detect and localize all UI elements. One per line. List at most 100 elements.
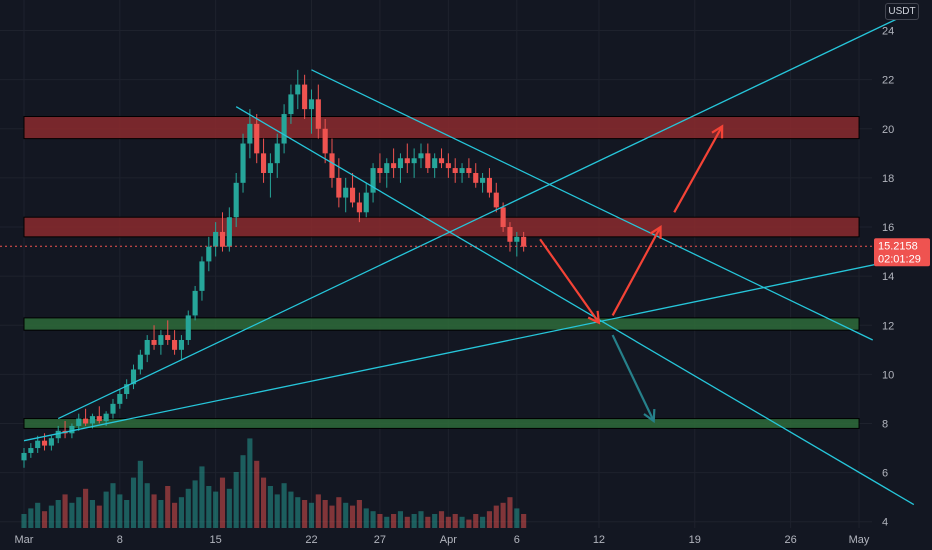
volume-bar xyxy=(96,505,102,528)
x-tick-label: 19 xyxy=(689,534,701,546)
volume-bar xyxy=(404,516,410,528)
candle-body xyxy=(397,158,404,169)
candle-body xyxy=(89,416,96,424)
volume-bar xyxy=(432,514,438,528)
y-tick-label: 6 xyxy=(882,468,888,480)
volume-bar xyxy=(89,500,96,528)
volume-bar xyxy=(226,488,232,528)
candle-body xyxy=(130,369,137,385)
volume-bar xyxy=(117,494,123,528)
volume-bar xyxy=(254,460,260,528)
candle-body xyxy=(192,290,198,316)
currency-selector[interactable]: USDT xyxy=(885,3,919,20)
candle-body xyxy=(41,440,48,446)
candle-body xyxy=(438,158,445,164)
candle-body xyxy=(411,158,417,164)
y-tick-label: 18 xyxy=(882,173,894,185)
volume-bar xyxy=(151,494,157,528)
y-tick-label: 12 xyxy=(882,320,894,332)
y-tick-label: 4 xyxy=(882,517,888,529)
candle-body xyxy=(425,153,431,169)
candle-body xyxy=(76,418,82,426)
x-tick-label: May xyxy=(849,534,870,546)
candle-body xyxy=(137,354,143,370)
projection-arrow xyxy=(611,334,655,422)
candle-body xyxy=(377,168,383,173)
candle-body xyxy=(391,163,397,169)
candle-body xyxy=(48,438,54,446)
volume-bar xyxy=(445,516,451,528)
candle-body xyxy=(55,430,61,439)
candle-body xyxy=(514,236,520,242)
volume-bar xyxy=(233,472,239,528)
volume-bar xyxy=(473,514,479,528)
candle-body xyxy=(69,425,75,434)
candle-body xyxy=(452,168,458,173)
candle-body xyxy=(260,153,267,173)
candle-body xyxy=(384,163,390,173)
y-tick-label: 24 xyxy=(882,26,894,38)
volume-bar xyxy=(158,500,164,528)
volume-bar xyxy=(274,494,280,528)
volume-bar xyxy=(315,494,321,528)
projection-arrow xyxy=(539,238,600,324)
volume-bar xyxy=(521,514,527,528)
volume-bar xyxy=(35,502,41,528)
candle-body xyxy=(521,236,527,247)
volume-bar xyxy=(514,508,520,528)
volume-bar xyxy=(55,500,61,528)
volume-bar xyxy=(411,514,417,528)
volume-bar xyxy=(308,502,315,528)
candles xyxy=(21,69,527,468)
trendline-upper-rising xyxy=(57,10,915,420)
trendlines xyxy=(23,10,915,506)
candle-body xyxy=(315,99,321,129)
candle-body xyxy=(103,413,109,422)
volume-bar xyxy=(69,502,75,528)
candle-body xyxy=(432,158,438,169)
volume-bar xyxy=(295,497,301,528)
candle-body xyxy=(466,168,472,173)
candle-body xyxy=(493,192,499,208)
volume-bar xyxy=(172,502,178,528)
volume-bar xyxy=(199,466,205,528)
volume-bar xyxy=(493,505,499,528)
candle-body xyxy=(486,177,492,193)
volume-bar xyxy=(356,500,362,528)
volume-bar xyxy=(486,511,492,528)
volume-bar xyxy=(349,505,356,528)
x-tick-label: 15 xyxy=(210,534,222,546)
volume-bar xyxy=(302,500,308,528)
candle-body xyxy=(110,403,116,414)
volume-bar xyxy=(124,500,130,528)
projection-arrowhead xyxy=(711,124,724,139)
x-tick-label: 27 xyxy=(374,534,386,546)
projection-arrow xyxy=(611,226,662,316)
trendline-upper-falling xyxy=(311,69,874,341)
volume-bars xyxy=(21,438,527,528)
candle-body xyxy=(124,384,130,395)
volume-bar xyxy=(219,477,226,528)
candle-body xyxy=(165,335,171,340)
candle-body xyxy=(302,84,308,110)
x-tick-label: 12 xyxy=(593,534,605,546)
volume-bar xyxy=(363,508,369,528)
candle-body xyxy=(418,153,424,159)
x-tick-label: Mar xyxy=(15,534,34,546)
projection-arrow xyxy=(673,125,724,213)
candle-body xyxy=(28,448,34,453)
candle-body xyxy=(158,335,164,345)
volume-bar xyxy=(480,516,486,528)
candle-body xyxy=(117,394,123,404)
y-tick-label: 22 xyxy=(882,75,894,87)
volume-bar xyxy=(391,514,397,528)
volume-bar xyxy=(384,516,390,528)
volume-bar xyxy=(48,505,54,528)
x-tick-label: 8 xyxy=(117,534,123,546)
candle-body xyxy=(356,202,362,213)
price-badge-value: 15.2158 xyxy=(878,240,918,252)
candle-body xyxy=(240,143,246,183)
volume-bar xyxy=(377,514,383,528)
